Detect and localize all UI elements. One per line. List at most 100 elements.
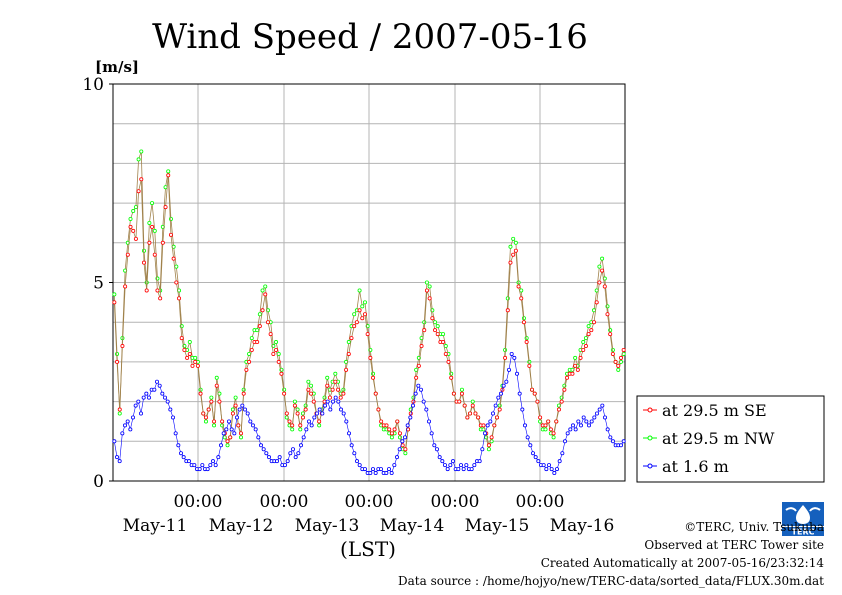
terc-logo-icon: TERC [782,502,824,537]
data-point [389,435,394,440]
data-point [320,411,325,416]
data-point [168,407,173,412]
data-point [165,399,170,404]
data-point [333,371,338,376]
data-point [503,355,508,360]
data-point [555,467,560,472]
data-point [592,415,597,420]
data-point [279,371,284,376]
data-point [233,403,238,408]
data-point [468,411,473,416]
data-point [163,185,168,190]
data-point [352,324,357,329]
data-point [131,209,136,214]
data-point [485,423,490,428]
data-point [162,395,167,400]
data-point [166,173,171,178]
data-point [200,463,205,468]
data-point [511,236,516,241]
data-point [237,407,242,412]
data-point [565,431,570,436]
data-point [158,296,163,301]
data-point [123,423,128,428]
data-point [117,407,122,412]
data-point [195,363,200,368]
data-point [551,435,556,440]
data-point [214,383,219,388]
data-point [352,451,357,456]
data-point [327,395,332,400]
data-point [276,359,281,364]
data-point [416,363,421,368]
data-point [209,395,214,400]
data-point [378,467,383,472]
data-point [418,387,423,392]
data-point [130,415,135,420]
data-point [494,415,499,420]
data-point [508,260,513,265]
data-point [371,375,376,380]
data-point [373,391,378,396]
data-point [232,431,237,436]
data-point [325,375,330,380]
data-point [457,399,462,404]
data-point [263,292,268,297]
data-point [419,344,424,349]
data-point [314,411,319,416]
data-point [544,467,549,472]
data-point [403,451,408,456]
data-point [497,407,502,412]
data-point [546,419,551,424]
data-point [560,451,565,456]
data-point [322,403,327,408]
data-point [435,324,440,329]
data-point [333,379,338,384]
data-point [306,379,311,384]
data-point [133,205,138,210]
data-point [301,435,306,440]
data-point [433,320,438,325]
data-point [238,435,243,440]
data-point [384,471,389,476]
data-point [618,355,623,360]
data-point [214,375,219,380]
data-point [477,459,482,464]
data-point [520,407,525,412]
data-point [570,371,575,376]
data-point [260,308,265,313]
data-point [185,355,190,360]
data-point [360,304,365,309]
data-point [395,419,400,424]
data-point [125,419,130,424]
data-point [205,467,210,472]
data-point [247,351,252,356]
data-point [255,328,260,333]
data-point [472,463,477,468]
data-point [523,423,528,428]
data-point [406,427,411,432]
data-point [511,252,516,257]
data-point [168,232,173,237]
footer-source: Data source : /home/hojyo/new/TERC-data/… [398,574,824,588]
data-point [276,351,281,356]
data-point [274,340,279,345]
data-point [402,435,407,440]
data-point [152,228,157,233]
data-point [462,403,467,408]
data-point [277,455,282,460]
data-point [241,391,246,396]
data-point [476,415,481,420]
data-point [611,439,616,444]
data-point [430,316,435,321]
data-point [587,423,592,428]
data-point [530,387,535,392]
data-point [482,431,487,436]
data-point [498,391,503,396]
footer-created: Created Automatically at 2007-05-16/23:3… [540,556,824,570]
data-point [212,423,217,428]
data-point [173,431,178,436]
data-point [249,347,254,352]
data-point [317,407,322,412]
data-point [440,459,445,464]
data-point [556,407,561,412]
